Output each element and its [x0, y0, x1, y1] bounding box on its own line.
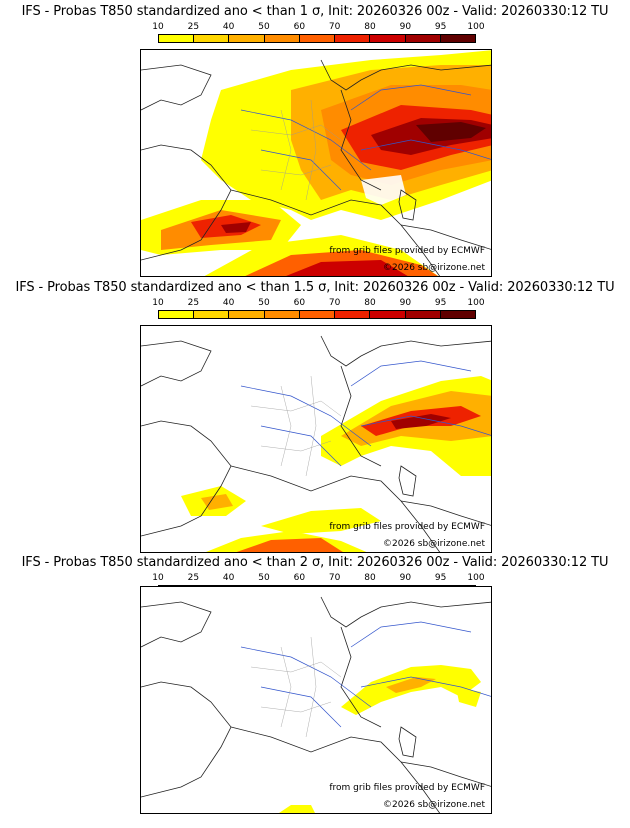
copyright-credit: ©2026 sb@irizone.net — [383, 539, 485, 549]
scale-swatch — [299, 311, 336, 318]
probability-map: from grib files provided by ECMWF ©2026 … — [140, 325, 492, 553]
scale-tick-label: 25 — [187, 573, 200, 583]
map-panel-2: IFS - Probas T850 standardized ano < tha… — [0, 276, 630, 553]
probability-field — [279, 665, 481, 813]
scale-tick-label: 100 — [467, 22, 485, 32]
map-graphic — [141, 50, 491, 276]
scale-tick-label: 80 — [364, 22, 376, 32]
scale-tick-label: 50 — [258, 573, 270, 583]
scale-tick-label: 70 — [328, 573, 341, 583]
admin-regions — [250, 99, 342, 201]
borders — [141, 59, 491, 276]
borders — [141, 596, 491, 813]
scale-tick-label: 60 — [293, 573, 306, 583]
copyright-credit: ©2026 sb@irizone.net — [383, 800, 485, 810]
scale-swatch — [229, 311, 265, 318]
scale-tick-label: 50 — [258, 298, 270, 308]
copyright-credit: ©2026 sb@irizone.net — [383, 263, 485, 273]
scale-swatch — [299, 35, 336, 42]
scale-tick-label: 100 — [467, 298, 485, 308]
scale-tick-label: 40 — [222, 22, 235, 32]
panel-title: IFS - Probas T850 standardized ano < tha… — [21, 4, 609, 19]
rivers — [240, 84, 491, 191]
scale-swatch — [194, 311, 230, 318]
scale-tick-label: 90 — [399, 298, 412, 308]
rivers — [240, 360, 491, 467]
scale-swatch — [440, 311, 475, 318]
scale-bar — [158, 310, 476, 319]
scale-labels: 10 25 40 50 60 70 80 90 95 100 — [152, 573, 484, 584]
scale-tick-label: 25 — [187, 22, 200, 32]
source-credit: from grib files provided by ECMWF — [329, 783, 485, 793]
scale-tick-label: 70 — [328, 298, 341, 308]
borders — [141, 335, 491, 552]
map-graphic — [141, 596, 491, 813]
probability-map: from grib files provided by ECMWF ©2026 … — [140, 49, 492, 277]
source-credit: from grib files provided by ECMWF — [329, 522, 485, 532]
scale-labels: 10 25 40 50 60 70 80 90 95 100 — [152, 22, 484, 33]
scale-swatch — [159, 311, 195, 318]
scale-tick-label: 95 — [434, 573, 447, 583]
panel-title: IFS - Probas T850 standardized ano < tha… — [15, 280, 615, 295]
scale-tick-label: 70 — [328, 22, 341, 32]
panel-title: IFS - Probas T850 standardized ano < tha… — [21, 555, 609, 570]
probability-field — [181, 376, 491, 552]
color-scale: 10 25 40 50 60 70 80 90 95 100 — [152, 22, 485, 48]
scale-swatch — [405, 35, 441, 42]
scale-tick-label: 50 — [258, 22, 270, 32]
scale-swatch — [159, 35, 195, 42]
scale-tick-label: 40 — [222, 573, 235, 583]
scale-tick-label: 25 — [187, 298, 200, 308]
color-scale: 10 25 40 50 60 70 80 90 95 100 — [152, 298, 485, 324]
scale-tick-label: 80 — [364, 573, 376, 583]
scale-swatch — [370, 35, 406, 42]
rivers — [240, 621, 491, 728]
map-panel-3: IFS - Probas T850 standardized ano < tha… — [0, 551, 630, 827]
scale-swatch — [229, 35, 265, 42]
scale-labels: 10 25 40 50 60 70 80 90 95 100 — [152, 298, 484, 309]
scale-tick-label: 10 — [152, 573, 164, 583]
scale-tick-label: 90 — [399, 22, 412, 32]
scale-tick-label: 100 — [467, 573, 485, 583]
map-graphic — [141, 335, 491, 552]
probability-field — [141, 50, 491, 276]
scale-swatch — [194, 35, 230, 42]
scale-bar — [158, 34, 476, 43]
scale-tick-label: 95 — [434, 22, 447, 32]
scale-tick-label: 95 — [434, 298, 447, 308]
admin-regions — [250, 636, 342, 738]
scale-tick-label: 40 — [222, 298, 235, 308]
scale-tick-label: 80 — [364, 298, 376, 308]
scale-tick-label: 10 — [152, 298, 164, 308]
probability-map: from grib files provided by ECMWF ©2026 … — [140, 586, 492, 814]
scale-swatch — [370, 311, 406, 318]
scale-swatch — [405, 311, 441, 318]
scale-tick-label: 60 — [293, 22, 306, 32]
admin-regions — [250, 375, 342, 477]
scale-tick-label: 90 — [399, 573, 412, 583]
scale-tick-label: 60 — [293, 298, 306, 308]
scale-swatch — [335, 35, 371, 42]
scale-swatch — [335, 311, 371, 318]
scale-tick-label: 10 — [152, 22, 164, 32]
map-panel-1: IFS - Probas T850 standardized ano < tha… — [0, 0, 630, 277]
scale-swatch — [264, 35, 300, 42]
scale-swatch — [264, 311, 300, 318]
scale-swatch — [440, 35, 475, 42]
source-credit: from grib files provided by ECMWF — [329, 246, 485, 256]
